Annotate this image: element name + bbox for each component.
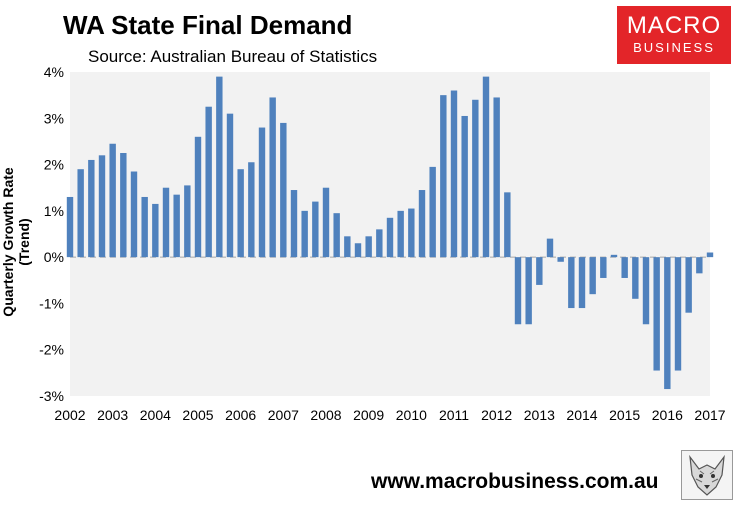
y-tick-label: 1% [44, 203, 64, 219]
bar-series [66, 76, 714, 390]
bar [77, 169, 84, 258]
bar [664, 257, 671, 390]
y-tick-label: -2% [39, 342, 64, 358]
bar [408, 208, 415, 258]
x-tick-label: 2003 [97, 407, 128, 423]
x-tick-label: 2010 [396, 407, 427, 423]
bar [184, 185, 191, 258]
y-tick-label: -3% [39, 388, 64, 404]
bar [173, 194, 180, 258]
x-axis-ticks: 2002 2003 2004 2005 2006 2007 2008 2009 2010 2011… [54, 407, 725, 423]
bar [685, 257, 692, 313]
bar [397, 210, 404, 258]
x-tick-label: 2012 [481, 407, 512, 423]
bar [482, 76, 490, 258]
bar [322, 187, 330, 258]
x-tick-label: 2006 [225, 407, 256, 423]
bar [88, 159, 95, 258]
bar [354, 243, 362, 258]
bar [674, 257, 682, 371]
y-tick-label: 0% [44, 249, 64, 265]
bar [237, 169, 244, 258]
bar [162, 187, 170, 258]
x-tick-label: 2013 [524, 407, 555, 423]
bar [589, 257, 596, 295]
bar [514, 257, 522, 325]
bar [504, 192, 511, 258]
bar [248, 162, 255, 258]
bar [557, 257, 564, 262]
x-tick-label: 2004 [140, 407, 171, 423]
bar [386, 217, 394, 258]
bar [66, 196, 74, 258]
bar [269, 97, 276, 258]
bar [610, 254, 618, 258]
bar [450, 90, 458, 258]
bar [205, 106, 212, 258]
y-tick-label: 3% [44, 110, 64, 126]
x-tick-label: 2002 [54, 407, 85, 423]
bar [120, 153, 127, 258]
bar [696, 257, 703, 274]
bar [344, 236, 351, 258]
y-tick-label: 2% [44, 157, 64, 173]
bar [568, 257, 575, 309]
bar [109, 143, 116, 258]
bar [578, 257, 586, 309]
x-tick-label: 2016 [652, 407, 683, 423]
bar [706, 252, 714, 258]
x-tick-label: 2011 [439, 407, 469, 423]
bar [130, 171, 138, 258]
bar [525, 257, 532, 325]
bar [642, 257, 650, 325]
bar [461, 115, 468, 258]
bar [333, 213, 340, 258]
bar [418, 190, 426, 258]
bar [258, 127, 266, 258]
x-tick-label: 2007 [268, 407, 299, 423]
bar [653, 257, 660, 371]
x-tick-label: 2017 [694, 407, 725, 423]
bar [194, 136, 202, 258]
logo-line-1: MACRO [626, 12, 722, 39]
bar [98, 155, 106, 258]
x-tick-label: 2008 [310, 407, 341, 423]
bar [632, 257, 639, 299]
y-axis-ticks: -3% -2% -1% 0% 1% 2% 3% 4% [39, 64, 64, 404]
chart-subtitle: Source: Australian Bureau of Statistics [88, 47, 378, 66]
bar [152, 203, 159, 258]
bar [216, 76, 223, 258]
bar [493, 97, 500, 258]
y-tick-label: 4% [44, 64, 64, 80]
x-tick-label: 2005 [182, 407, 213, 423]
bar [472, 99, 479, 258]
bar [301, 210, 308, 258]
x-tick-label: 2014 [566, 407, 597, 423]
bar [312, 201, 319, 258]
bar [546, 238, 554, 258]
wolf-icon [681, 450, 733, 500]
macrobusiness-logo: MACRO BUSINESS [617, 6, 731, 64]
bar [226, 113, 234, 258]
bar [429, 166, 436, 258]
chart-title: WA State Final Demand [63, 10, 353, 40]
x-tick-label: 2015 [609, 407, 640, 423]
logo-line-2: BUSINESS [633, 40, 715, 55]
footer-website: www.macrobusiness.com.au [371, 470, 659, 493]
bar [536, 257, 543, 285]
bar [621, 257, 628, 278]
bar [280, 122, 287, 258]
x-tick-label: 2009 [353, 407, 384, 423]
bar [141, 196, 148, 258]
bar [290, 190, 298, 258]
y-tick-label: -1% [39, 295, 64, 311]
bar [376, 229, 383, 258]
bar [440, 95, 447, 258]
bar [600, 257, 607, 278]
bar [365, 236, 372, 258]
